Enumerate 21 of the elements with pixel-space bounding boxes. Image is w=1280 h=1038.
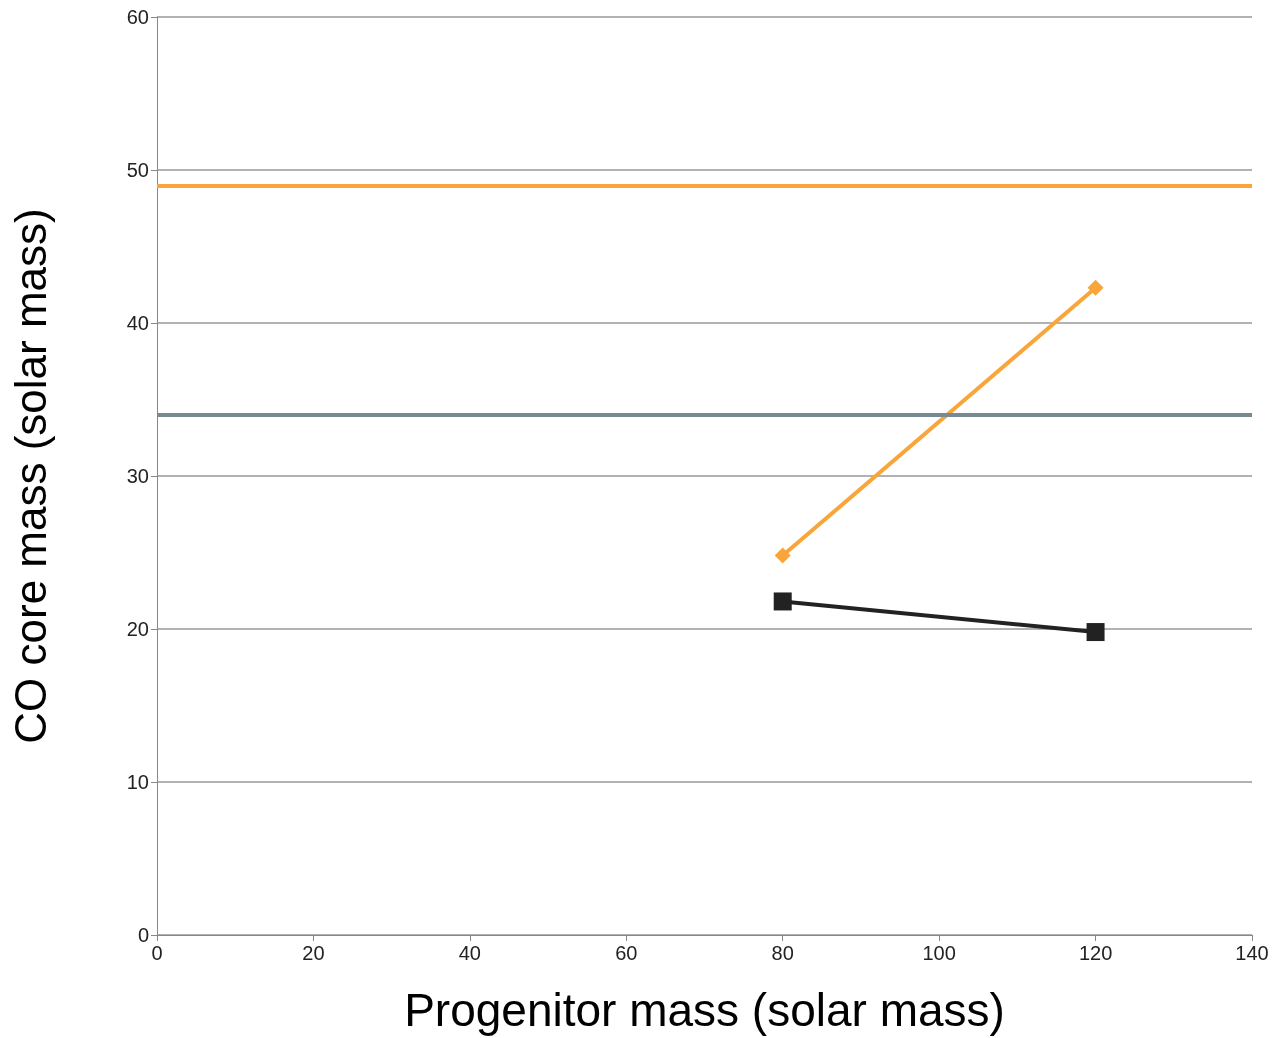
x-tick-label: 120: [1078, 942, 1113, 964]
y-tick-label: 30: [126, 465, 149, 487]
y-axis-title: CO core mass (solar mass): [5, 208, 55, 744]
y-tick-label: 10: [126, 771, 149, 793]
point: [773, 592, 792, 611]
y-tick-label: 40: [126, 312, 149, 334]
point: [1087, 279, 1104, 296]
x-tick-label: 140: [1235, 942, 1269, 964]
y-tick-label: 0: [137, 924, 149, 946]
point: [774, 547, 791, 564]
x-tick-label: 0: [151, 942, 163, 964]
x-axis-title: Progenitor mass (solar mass): [404, 984, 1005, 1036]
y-tick-label: 20: [126, 618, 149, 640]
x-tick-label: 20: [302, 942, 325, 964]
x-tick-label: 60: [615, 942, 638, 964]
point: [1086, 623, 1105, 642]
y-tick-label: 50: [126, 159, 149, 181]
x-tick-label: 80: [771, 942, 794, 964]
x-tick-label: 40: [458, 942, 481, 964]
y-tick-label: 60: [126, 6, 149, 28]
x-tick-label: 100: [922, 942, 956, 964]
